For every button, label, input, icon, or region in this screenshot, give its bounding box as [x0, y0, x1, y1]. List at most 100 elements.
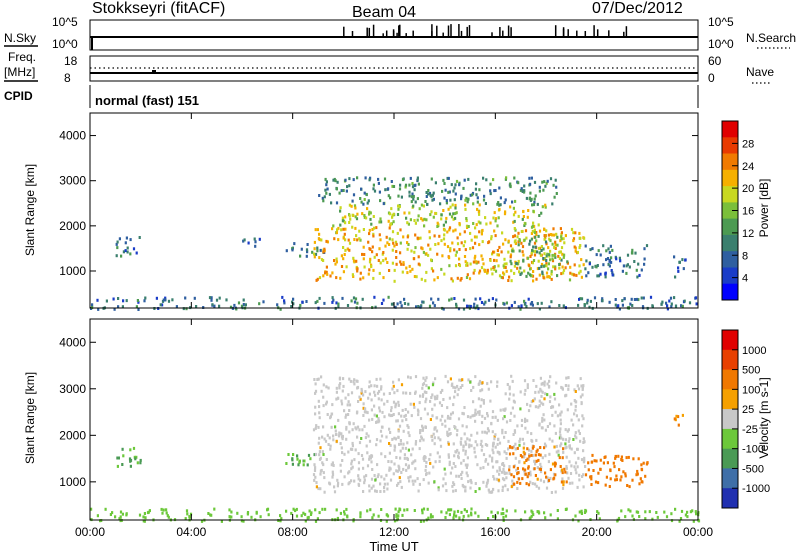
echo-cell [368, 268, 371, 272]
echo-cell [345, 189, 348, 193]
y-tick-label: 3000 [59, 174, 86, 188]
echo-cell [351, 225, 354, 229]
echo-cell [456, 448, 459, 452]
echo-cell [605, 475, 608, 479]
echo-cell [508, 465, 511, 469]
echo-cell [347, 238, 350, 242]
echo-cell [518, 439, 521, 443]
echo-cell [583, 456, 586, 460]
echo-cell [392, 400, 396, 404]
echo-cell [433, 427, 436, 431]
echo-cell [326, 272, 329, 276]
echo-cell [175, 305, 178, 309]
echo-cell [341, 434, 344, 438]
echo-cell [413, 257, 416, 261]
echo-cell [487, 298, 491, 302]
echo-cell [365, 193, 368, 197]
echo-cell [496, 442, 499, 446]
echo-cell [126, 246, 129, 250]
echo-cell [448, 427, 451, 431]
echo-cell [487, 488, 490, 492]
echo-cell [625, 264, 628, 268]
echo-cell [486, 270, 489, 274]
echo-cell [454, 390, 457, 394]
echo-cell [462, 514, 465, 518]
echo-cell [493, 211, 496, 215]
echo-cell [565, 445, 568, 449]
echo-cell [279, 519, 282, 523]
echo-cell [422, 250, 425, 254]
echo-cell [391, 387, 394, 391]
echo-cell [549, 476, 552, 480]
echo-cell [388, 413, 391, 417]
echo-cell [407, 431, 410, 435]
echo-cell [430, 396, 433, 399]
echo-cell [386, 399, 389, 403]
echo-cell [438, 234, 441, 238]
echo-cell [369, 456, 372, 460]
colorbar-swatch [722, 389, 738, 410]
echo-cell [493, 258, 496, 262]
echo-cell [455, 179, 459, 183]
echo-cell [409, 402, 412, 406]
echo-cell [299, 254, 302, 258]
echo-cell [258, 302, 261, 306]
echo-cell [619, 478, 622, 482]
echo-cell [343, 510, 346, 514]
echo-cell [242, 298, 245, 302]
echo-cell [551, 202, 554, 206]
echo-cell [167, 515, 170, 519]
echo-cell [502, 264, 505, 268]
echo-cell [117, 305, 120, 309]
echo-cell [331, 470, 334, 474]
echo-cell [339, 382, 342, 386]
echo-cell [465, 509, 468, 513]
echo-cell [427, 386, 430, 390]
echo-cell [568, 460, 571, 464]
echo-cell [429, 513, 433, 517]
echo-cell [362, 276, 365, 280]
echo-cell [337, 305, 340, 309]
echo-cell [677, 266, 680, 270]
echo-cell [503, 472, 506, 476]
echo-cell [447, 414, 450, 418]
echo-cell [505, 301, 508, 305]
echo-cell [451, 241, 454, 245]
echo-cell [454, 426, 457, 430]
echo-cell [554, 267, 557, 271]
echo-cell [574, 468, 577, 472]
echo-cell [383, 415, 386, 419]
echo-cell [541, 426, 544, 430]
echo-cell [463, 240, 467, 244]
echo-cell [555, 450, 558, 454]
echo-cell [298, 459, 301, 463]
echo-cell [336, 484, 339, 488]
echo-cell [364, 407, 367, 411]
echo-cell [379, 261, 382, 265]
echo-cell [466, 463, 469, 467]
echo-cell [536, 267, 539, 271]
echo-cell [361, 428, 364, 432]
echo-cell [503, 257, 506, 261]
echo-cell [318, 405, 321, 409]
echo-cell [393, 436, 396, 440]
echo-cell [319, 446, 322, 450]
echo-cell [323, 476, 326, 480]
echo-cell [312, 473, 316, 477]
echo-cell [305, 254, 308, 258]
echo-cell [417, 409, 420, 413]
echo-cell [474, 375, 477, 379]
echo-cell [417, 413, 420, 417]
echo-cell [143, 299, 146, 303]
echo-cell [312, 428, 316, 432]
echo-cell [395, 514, 398, 518]
echo-cell [335, 276, 338, 280]
echo-cell [356, 269, 359, 273]
echo-cell [400, 471, 403, 474]
echo-cell [348, 409, 351, 412]
echo-cell [436, 276, 439, 280]
echo-cell [345, 413, 348, 417]
echo-cell [611, 271, 614, 275]
echo-cell [495, 259, 498, 263]
echo-cell [556, 235, 559, 239]
